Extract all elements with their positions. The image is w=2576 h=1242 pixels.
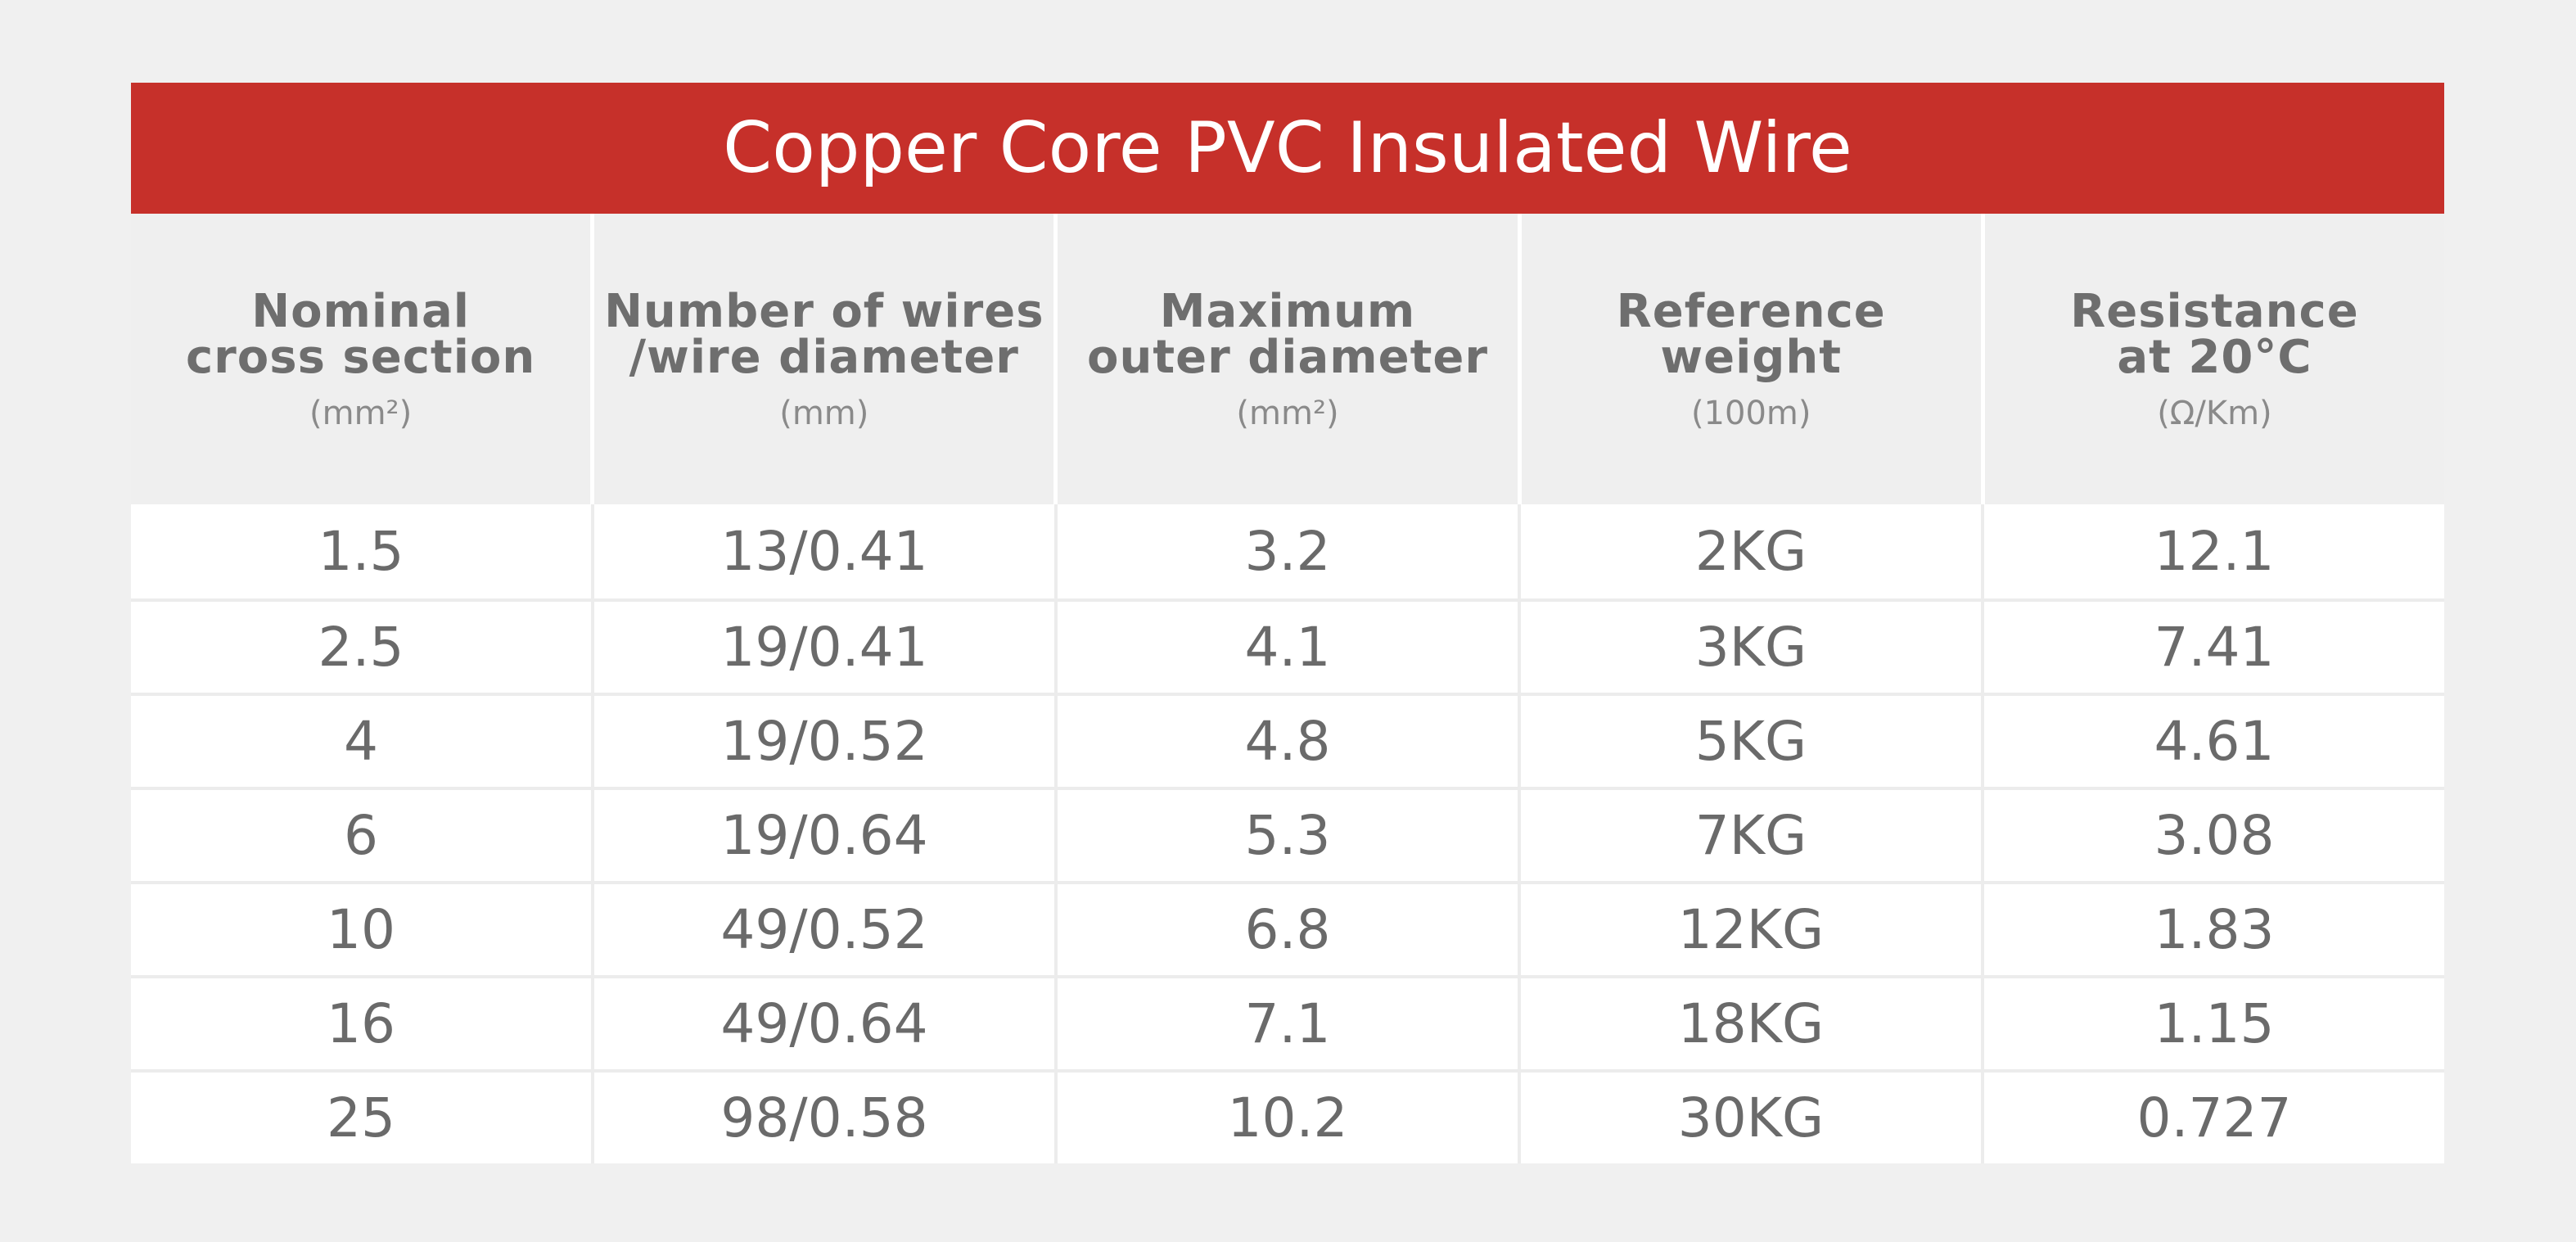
table-cell: 10.2 [1058, 1073, 1521, 1163]
table-row: 25 98/0.58 10.2 30KG 0.727 [131, 1069, 2444, 1163]
table-cell: 2KG [1521, 504, 1984, 598]
table-row: 10 49/0.52 6.8 12KG 1.83 [131, 881, 2444, 975]
table-cell: 98/0.58 [594, 1073, 1058, 1163]
header-line-2: at 20°C [2117, 330, 2312, 384]
header-line-1: Resistance [2070, 284, 2359, 338]
table-cell: 4.1 [1058, 602, 1521, 693]
table-cell: 5.3 [1058, 790, 1521, 881]
header-cell-outer-diameter: Maximum outer diameter (mm²) [1058, 214, 1522, 504]
table-cell: 1.5 [131, 504, 594, 598]
table-cell: 12.1 [2154, 520, 2275, 583]
header-line-2: /wire diameter [629, 330, 1019, 384]
table-cell: 19/0.64 [594, 790, 1058, 881]
table-cell: 25 [131, 1073, 594, 1163]
table-cell: 2.5 [131, 602, 594, 693]
header-unit: (Ω/Km) [2157, 394, 2272, 432]
table-cell: 16 [131, 978, 594, 1069]
table-cell: 3.2 [1058, 504, 1521, 598]
header-cell-reference-weight: Reference weight (100m) [1521, 214, 1985, 504]
table-cell: 13/0.41 [594, 504, 1058, 598]
header-cell-nominal-cross-section: Nominal cross section (mm²) [131, 214, 595, 504]
table-cell: 7.41 [2154, 616, 2275, 679]
header-line-1: Number of wires [604, 284, 1044, 338]
table-cell: 4 [131, 696, 594, 787]
table-cell: 49/0.64 [594, 978, 1058, 1069]
table-cell: 4.8 [1058, 696, 1521, 787]
table-cell: 4.61 [2154, 710, 2275, 773]
table-row: 4 19/0.52 4.8 5KG 4.61 [131, 693, 2444, 787]
header-unit: (mm²) [309, 394, 413, 432]
table-cell: 6 [131, 790, 594, 881]
table-body: 1.5 13/0.41 3.2 2KG 12.1 2.5 19/0.41 4.1… [131, 504, 2444, 1163]
header-cell-resistance: Resistance at 20°C (Ω/Km) [1984, 214, 2445, 504]
header-line-2: outer diameter [1087, 330, 1488, 384]
header-line-1: Nominal [251, 284, 470, 338]
header-line-2: weight [1660, 330, 1843, 384]
table-cell: 19/0.52 [594, 696, 1058, 787]
table-row: 2.5 19/0.41 4.1 3KG 7.41 [131, 598, 2444, 693]
header-line-2: cross section [185, 330, 536, 384]
table-row: 6 19/0.64 5.3 7KG 3.08 [131, 787, 2444, 881]
header-unit: (mm²) [1236, 394, 1339, 432]
table-cell: 5KG [1521, 696, 1984, 787]
table-cell: 0.727 [2136, 1086, 2292, 1149]
table-row: 1.5 13/0.41 3.2 2KG 12.1 [131, 504, 2444, 598]
table-title: Copper Core PVC Insulated Wire [131, 83, 2444, 214]
table-cell: 6.8 [1058, 884, 1521, 975]
table-cell: 30KG [1521, 1073, 1984, 1163]
table-cell: 18KG [1521, 978, 1984, 1069]
table-cell: 3KG [1521, 602, 1984, 693]
table-cell: 3.08 [2154, 804, 2275, 867]
table-cell: 1.83 [2154, 898, 2275, 961]
table-cell: 49/0.52 [594, 884, 1058, 975]
table-row: 16 49/0.64 7.1 18KG 1.15 [131, 975, 2444, 1069]
header-unit: (mm) [779, 394, 869, 432]
table-cell: 1.15 [2154, 992, 2275, 1055]
spec-table: Copper Core PVC Insulated Wire Nominal c… [131, 83, 2445, 1163]
header-unit: (100m) [1690, 394, 1811, 432]
table-cell: 7KG [1521, 790, 1984, 881]
table-cell: 19/0.41 [594, 602, 1058, 693]
header-line-1: Reference [1616, 284, 1886, 338]
table-cell: 7.1 [1058, 978, 1521, 1069]
header-row: Nominal cross section (mm²) Number of wi… [131, 214, 2445, 504]
table-cell: 10 [131, 884, 594, 975]
table-cell: 12KG [1521, 884, 1984, 975]
header-cell-wires-diameter: Number of wires /wire diameter (mm) [594, 214, 1058, 504]
header-line-1: Maximum [1159, 284, 1416, 338]
